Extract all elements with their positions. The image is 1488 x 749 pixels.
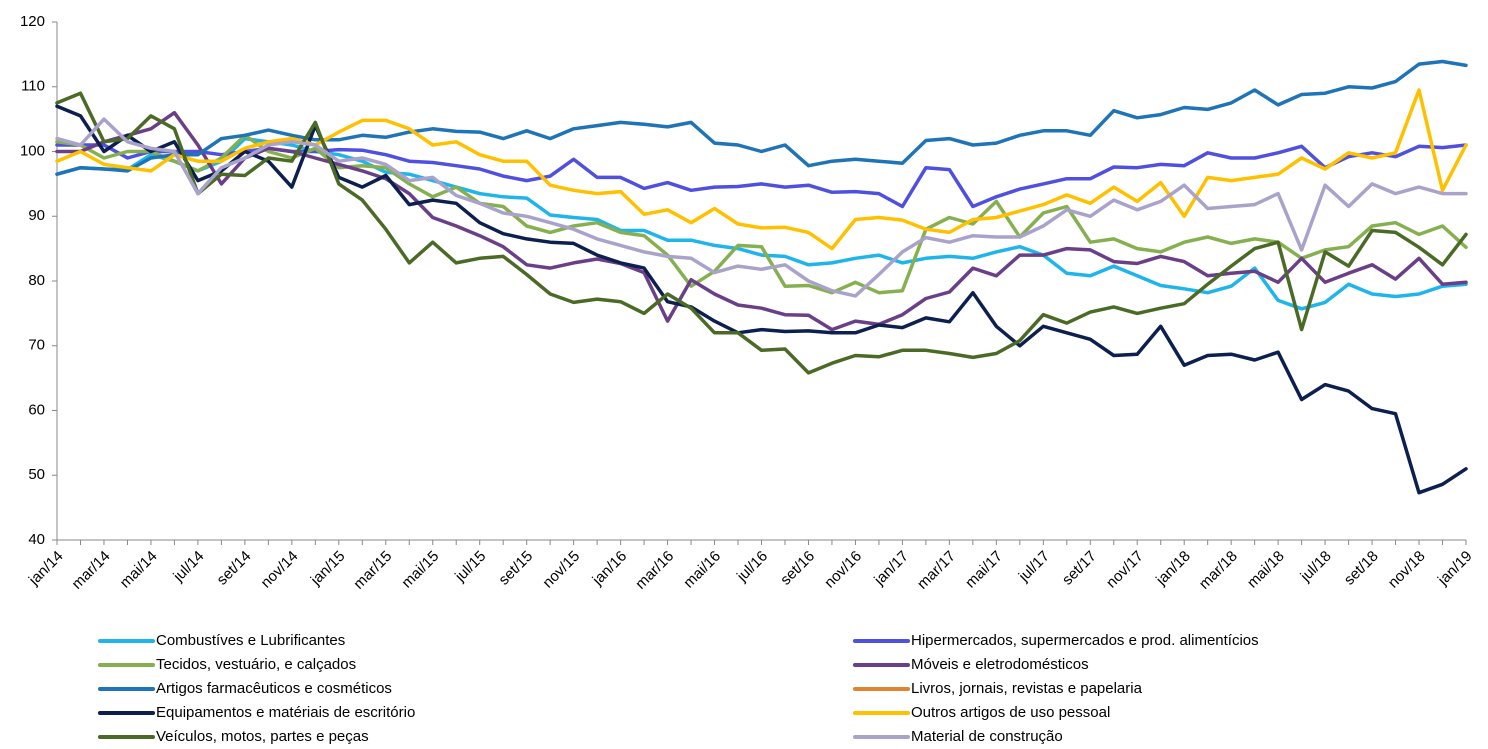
x-tick-label: mar/17 — [914, 548, 959, 593]
x-tick-label: mar/14 — [69, 548, 114, 593]
legend-label: Hipermercados, supermercados e prod. ali… — [911, 632, 1259, 649]
legend-label: Outros artigos de uso pessoal — [911, 704, 1110, 721]
x-tick-label: nov/14 — [258, 548, 302, 592]
x-tick-label: jul/18 — [1297, 548, 1335, 586]
x-tick-label: jan/19 — [1434, 548, 1476, 590]
x-tick-label: jan/14 — [25, 548, 67, 590]
x-tick-label: set/18 — [1341, 548, 1382, 589]
x-tick-label: jan/18 — [1152, 548, 1194, 590]
x-tick-label: jan/15 — [307, 548, 349, 590]
y-tick-label: 50 — [28, 466, 45, 483]
x-tick-label: jan/16 — [589, 548, 631, 590]
legend-label: Móveis e eletrodomésticos — [911, 656, 1089, 673]
legend-label: Tecidos, vestuário, e calçados — [156, 656, 356, 673]
y-tick-label: 90 — [28, 207, 45, 224]
x-tick-label: mai/17 — [962, 548, 1006, 592]
legend-label: Veículos, motos, partes e peças — [156, 728, 369, 745]
x-tick-label: nov/17 — [1103, 548, 1147, 592]
series-line — [55, 104, 1468, 495]
x-tick-label: set/16 — [777, 548, 818, 589]
y-tick-label: 60 — [28, 401, 45, 418]
x-tick-label: mai/18 — [1244, 548, 1288, 592]
x-tick-label: set/14 — [214, 548, 255, 589]
series-line — [55, 91, 1468, 375]
y-tick-label: 120 — [20, 13, 45, 30]
y-tick-label: 40 — [28, 531, 45, 548]
x-tick-label: jan/17 — [870, 548, 912, 590]
x-tick-label: jul/14 — [169, 548, 207, 586]
legend-label: Livros, jornais, revistas e papelaria — [911, 680, 1143, 697]
legend-label: Artigos farmacêuticos e cosméticos — [156, 680, 392, 697]
y-tick-label: 70 — [28, 337, 45, 354]
x-tick-label: mai/15 — [399, 548, 443, 592]
x-tick-label: jul/17 — [1015, 548, 1053, 586]
x-tick-label: mar/15 — [350, 548, 395, 593]
series-line — [55, 136, 1468, 311]
x-tick-label: mai/14 — [117, 548, 161, 592]
series-line — [55, 117, 1468, 298]
y-tick-label: 80 — [28, 272, 45, 289]
x-tick-label: set/17 — [1059, 548, 1100, 589]
legend-label: Equipamentos e matériais de escritório — [156, 704, 415, 721]
x-tick-label: mar/16 — [632, 548, 677, 593]
legend-label: Material de construção — [911, 728, 1063, 745]
series-line — [55, 88, 1468, 251]
series-line — [55, 59, 1468, 176]
x-tick-label: mai/16 — [680, 548, 724, 592]
x-tick-label: nov/15 — [539, 548, 583, 592]
y-tick-label: 110 — [21, 78, 45, 95]
x-tick-label: set/15 — [495, 548, 536, 589]
legend-label: Combustíves e Lubrificantes — [156, 632, 345, 649]
x-tick-label: jul/15 — [451, 548, 489, 586]
series-line — [55, 110, 1468, 332]
x-tick-label: nov/18 — [1385, 548, 1429, 592]
x-tick-label: mar/18 — [1196, 548, 1241, 593]
x-tick-label: jul/16 — [733, 548, 771, 586]
y-tick-label: 100 — [20, 142, 45, 159]
x-tick-label: nov/16 — [821, 548, 865, 592]
